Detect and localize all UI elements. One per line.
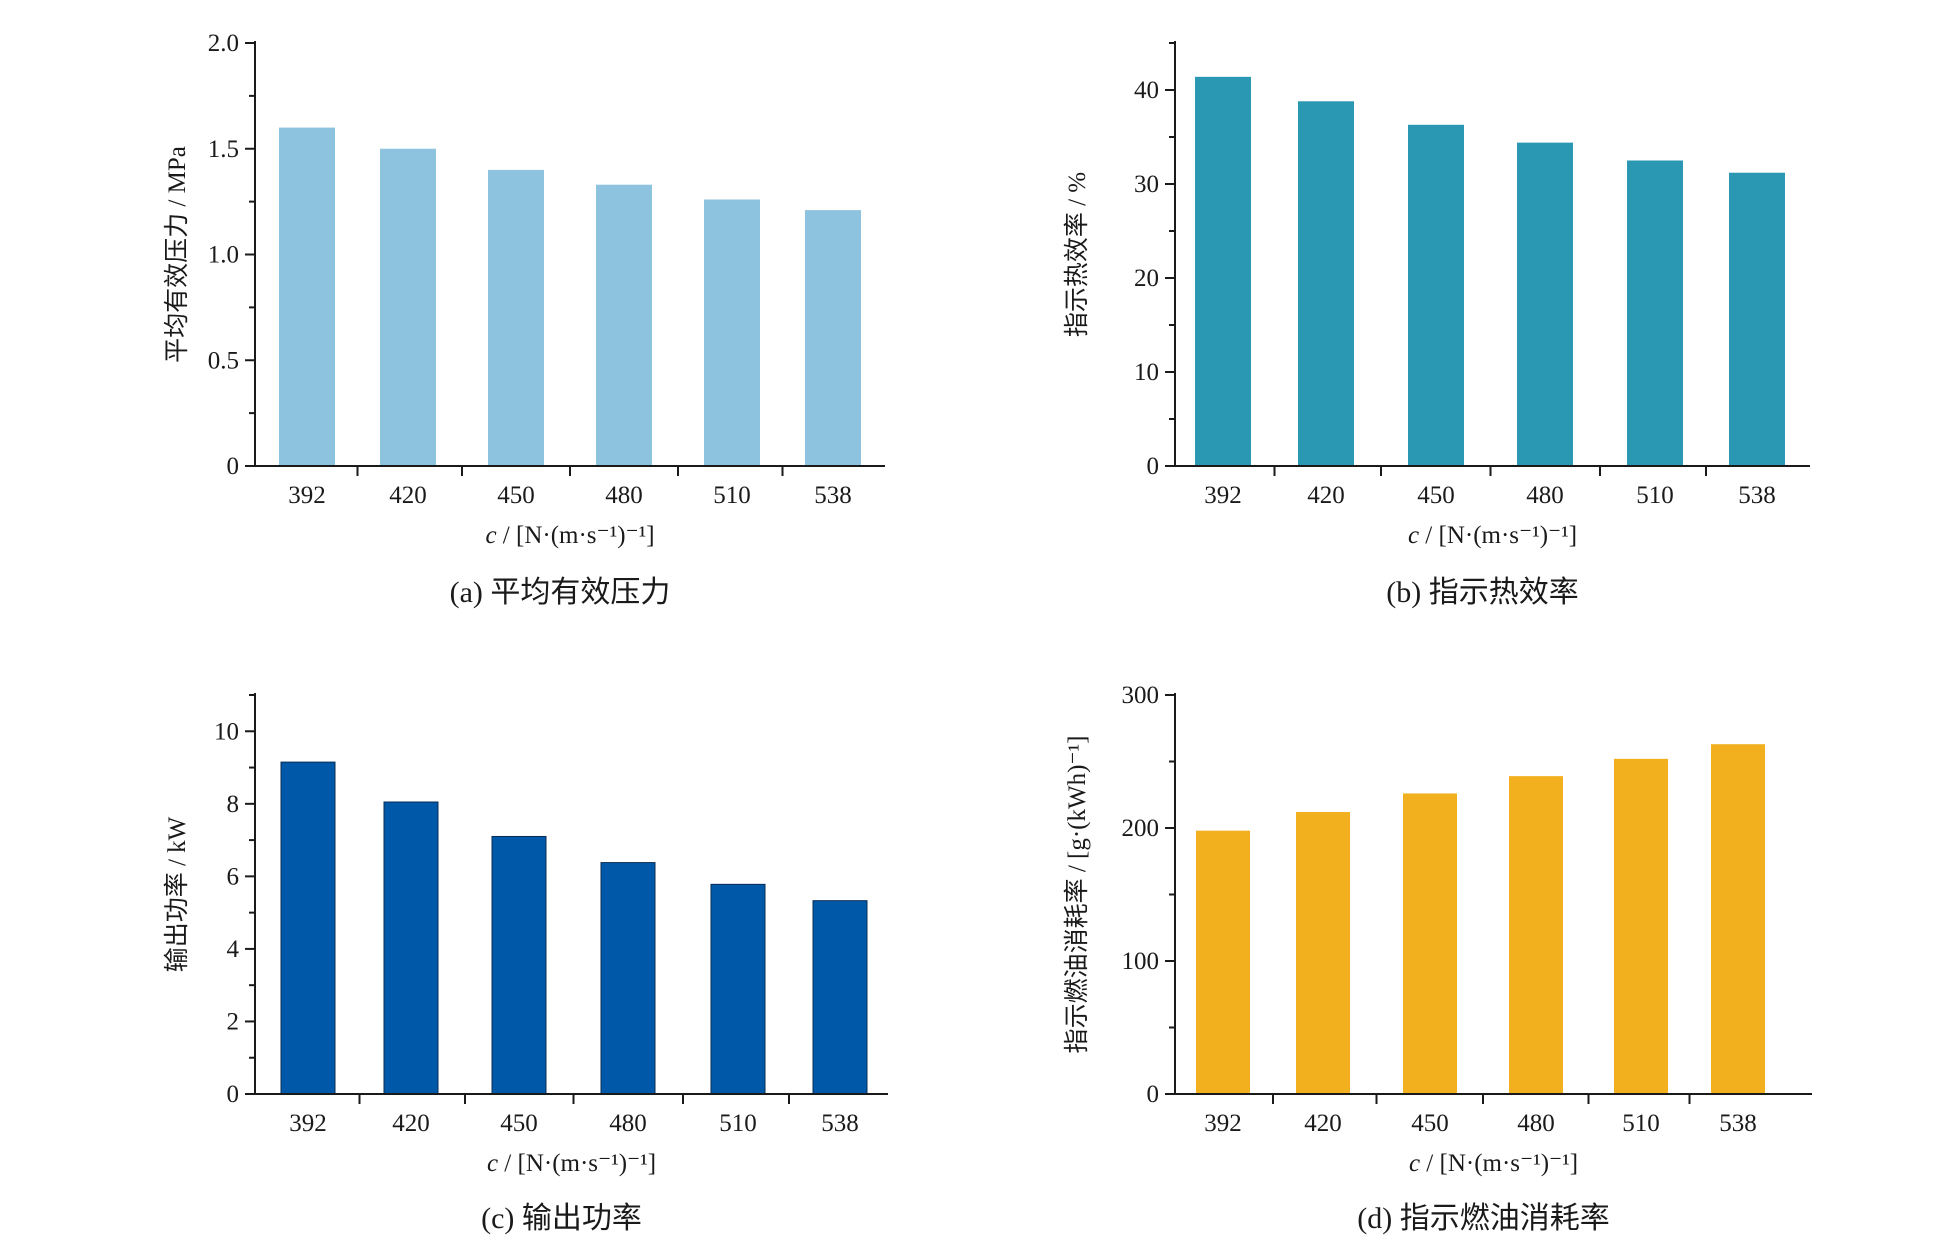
bar-d-538 xyxy=(1711,744,1765,1094)
x-tick-label-d: 538 xyxy=(1719,1110,1757,1137)
x-tick-label-c: 392 xyxy=(289,1110,327,1137)
panel-caption-b: (b) 指示热效率 xyxy=(1386,576,1578,609)
x-tick-label-b: 510 xyxy=(1636,482,1674,509)
y-tick-label-c: 2 xyxy=(227,1008,240,1035)
chart-panel-b: 0 10 20 30 40 392 420 450 480 510 538 c / [N·(m·s⁻¹… xyxy=(1063,41,1810,609)
bar-b-538 xyxy=(1729,172,1785,466)
y-tick-label-c: 0 xyxy=(227,1081,240,1108)
y-tick-label-c: 8 xyxy=(227,791,240,818)
y-tick-label-a: 1.0 xyxy=(208,242,239,269)
y-tick-label-c: 6 xyxy=(227,863,240,890)
x-tick-label-c: 480 xyxy=(609,1110,647,1137)
x-tick-label-c: 450 xyxy=(500,1110,538,1137)
bar-c-538 xyxy=(812,900,868,1095)
y-tick-label-d: 200 xyxy=(1122,815,1160,842)
bar-a-538 xyxy=(805,210,861,466)
y-tick-label-b: 40 xyxy=(1134,77,1159,104)
chart-panel-d: 0 100 200 300 392 420 450 480 510 538 c / [N·(m·s⁻… xyxy=(1063,682,1812,1235)
panel-caption-d: (d) 指示燃油消耗率 xyxy=(1357,1202,1609,1235)
y-tick-label-b: 0 xyxy=(1147,453,1160,480)
bar-d-510 xyxy=(1614,758,1668,1094)
y-tick-label-d: 100 xyxy=(1122,948,1160,975)
x-tick-label-b: 538 xyxy=(1738,482,1776,509)
x-tick-label-b: 392 xyxy=(1204,482,1242,509)
bar-d-420 xyxy=(1296,812,1350,1094)
bar-d-450 xyxy=(1403,793,1457,1094)
x-tick-label-d: 480 xyxy=(1517,1110,1555,1137)
y-tick-label-c: 4 xyxy=(227,936,240,963)
x-tick-label-a: 392 xyxy=(288,482,326,509)
x-tick-label-d: 392 xyxy=(1204,1110,1242,1137)
y-tick-label-a: 0 xyxy=(227,453,240,480)
y-tick-label-a: 0.5 xyxy=(208,347,239,374)
x-tick-label-c: 538 xyxy=(821,1110,859,1137)
x-tick-label-a: 480 xyxy=(605,482,643,509)
x-tick-label-c: 510 xyxy=(719,1110,757,1137)
bar-c-510 xyxy=(710,883,766,1095)
bar-b-510 xyxy=(1627,160,1683,466)
y-axis-title-c: 输出功率 / kW xyxy=(163,816,191,972)
y-axis-title-b: 指示热效率 / % xyxy=(1063,172,1091,337)
x-tick-label-a: 538 xyxy=(814,482,852,509)
bar-a-392 xyxy=(279,127,335,466)
x-tick-label-d: 420 xyxy=(1304,1110,1342,1137)
x-tick-label-b: 450 xyxy=(1417,482,1455,509)
y-tick-label-b: 20 xyxy=(1134,265,1159,292)
bar-a-420 xyxy=(380,148,436,466)
bar-c-420 xyxy=(383,801,439,1095)
y-axis-title-d: 指示燃油消耗率 / [g·(kWh)⁻¹] xyxy=(1063,736,1091,1054)
x-axis-title-b: c / [N·(m·s⁻¹)⁻¹] xyxy=(1408,522,1577,549)
x-tick-label-a: 510 xyxy=(713,482,751,509)
x-axis-title-d: c / [N·(m·s⁻¹)⁻¹] xyxy=(1409,1150,1578,1177)
y-tick-label-a: 1.5 xyxy=(208,136,239,163)
x-axis-title-c: c / [N·(m·s⁻¹)⁻¹] xyxy=(487,1150,656,1177)
bar-d-480 xyxy=(1509,776,1563,1094)
bar-b-392 xyxy=(1195,76,1251,466)
x-tick-label-a: 450 xyxy=(497,482,535,509)
x-tick-label-c: 420 xyxy=(392,1110,430,1137)
chart-panel-a: 0 0.5 1.0 1.5 2.0 392 420 450 480 510 538 c / [N·(m… xyxy=(163,30,885,609)
x-tick-label-d: 510 xyxy=(1622,1110,1660,1137)
bar-a-450 xyxy=(488,169,544,466)
bar-a-480 xyxy=(596,184,652,466)
bar-c-480 xyxy=(600,862,656,1095)
x-tick-label-d: 450 xyxy=(1411,1110,1449,1137)
bar-b-420 xyxy=(1298,101,1354,466)
bar-d-392 xyxy=(1196,830,1250,1094)
y-tick-label-b: 10 xyxy=(1134,359,1159,386)
x-tick-label-b: 480 xyxy=(1526,482,1564,509)
bar-a-510 xyxy=(704,199,760,466)
bar-c-392 xyxy=(280,761,336,1095)
panel-caption-a: (a) 平均有效压力 xyxy=(450,576,671,609)
bar-c-450 xyxy=(491,835,547,1095)
y-tick-label-d: 300 xyxy=(1122,682,1160,709)
panel-caption-c: (c) 输出功率 xyxy=(481,1202,642,1235)
y-axis-title-a: 平均有效压力 / MPa xyxy=(163,146,191,363)
bar-b-450 xyxy=(1408,124,1464,466)
x-tick-label-b: 420 xyxy=(1307,482,1345,509)
y-tick-label-a: 2.0 xyxy=(208,30,239,57)
y-tick-label-c: 10 xyxy=(214,718,239,745)
y-tick-label-d: 0 xyxy=(1147,1081,1160,1108)
x-axis-title-a: c / [N·(m·s⁻¹)⁻¹] xyxy=(485,522,654,549)
bar-b-480 xyxy=(1517,142,1573,466)
chart-panel-c: 0 2 4 6 8 10 392 420 450 480 510 538 c / [N·(m·s⁻¹)⁻… xyxy=(163,693,888,1235)
y-tick-label-b: 30 xyxy=(1134,171,1159,198)
x-tick-label-a: 420 xyxy=(389,482,427,509)
